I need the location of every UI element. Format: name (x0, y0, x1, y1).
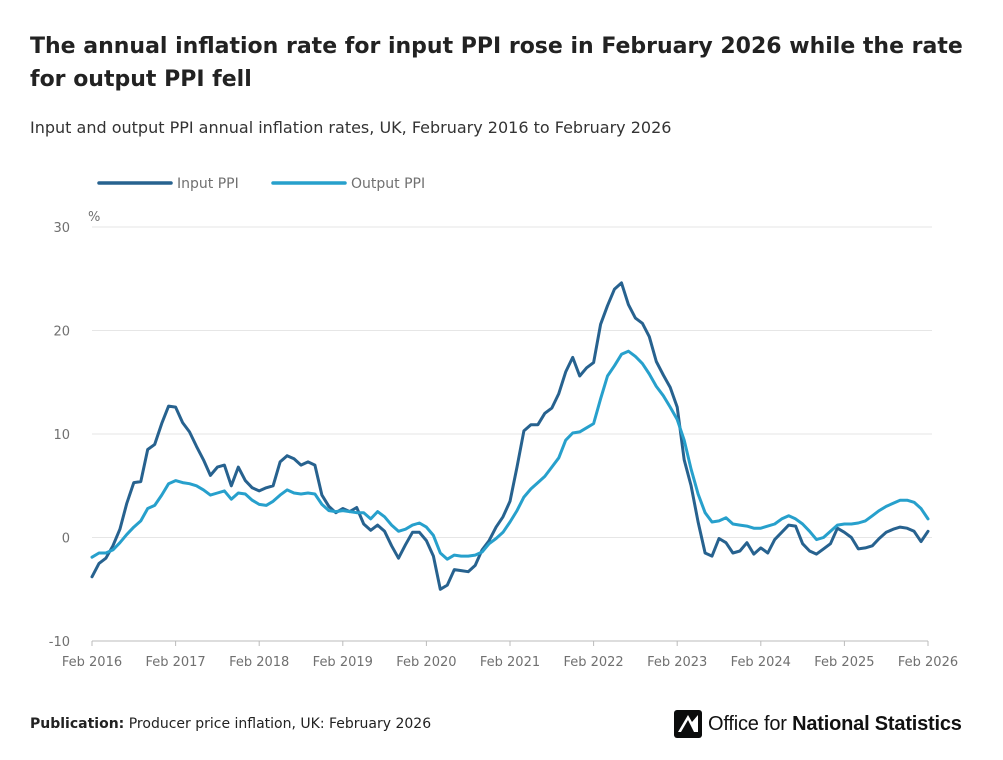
y-tick-label: 30 (53, 221, 70, 236)
chart-title: The annual inflation rate for input PPI … (30, 34, 963, 92)
x-tick-label: Feb 2021 (480, 655, 540, 670)
x-tick-label: Feb 2024 (731, 655, 791, 670)
series-lines (90, 281, 930, 591)
x-tick-label: Feb 2019 (313, 655, 373, 670)
publication-link[interactable]: Producer price inflation, UK: February 2… (128, 716, 432, 732)
publication-footer: Publication: Producer price inflation, U… (30, 716, 431, 732)
line-chart: Input PPI Output PPI % -10 0 10 20 30 Feb 201… (49, 176, 958, 670)
gridlines (92, 226, 932, 538)
y-tick-label: -10 (49, 635, 70, 650)
ons-logo[interactable]: Office for National Statistics (674, 709, 962, 739)
ons-logo-text: Office for National Statistics (708, 712, 962, 735)
x-tick-label: Feb 2025 (814, 655, 874, 670)
y-tick-label: 20 (53, 325, 70, 340)
legend: Input PPI Output PPI (97, 176, 425, 192)
x-tick-label: Feb 2017 (145, 655, 205, 670)
y-axis-unit-label: % (88, 210, 100, 225)
series-line-input (90, 281, 930, 591)
x-tick-label: Feb 2022 (563, 655, 623, 670)
legend-item-output: Output PPI (271, 176, 425, 192)
legend-item-input: Input PPI (97, 176, 239, 192)
x-tick-label: Feb 2018 (229, 655, 289, 670)
publication-label: Publication: (30, 716, 125, 732)
x-tick-label: Feb 2016 (62, 655, 122, 670)
ons-logo-icon (674, 710, 702, 738)
x-tick-label: Feb 2026 (898, 655, 958, 670)
y-tick-label: 10 (53, 428, 70, 443)
y-axis-ticks: -10 0 10 20 30 (49, 221, 70, 650)
x-tick-label: Feb 2020 (396, 655, 456, 670)
legend-label: Output PPI (351, 176, 425, 192)
series-line-output (90, 349, 930, 561)
chart-subtitle: Input and output PPI annual inflation ra… (30, 118, 672, 137)
legend-label: Input PPI (177, 176, 239, 192)
y-tick-label: 0 (62, 532, 70, 547)
x-tick-label: Feb 2023 (647, 655, 707, 670)
x-axis: Feb 2016 Feb 2017 Feb 2018 Feb 2019 Feb 2020… (62, 640, 958, 670)
